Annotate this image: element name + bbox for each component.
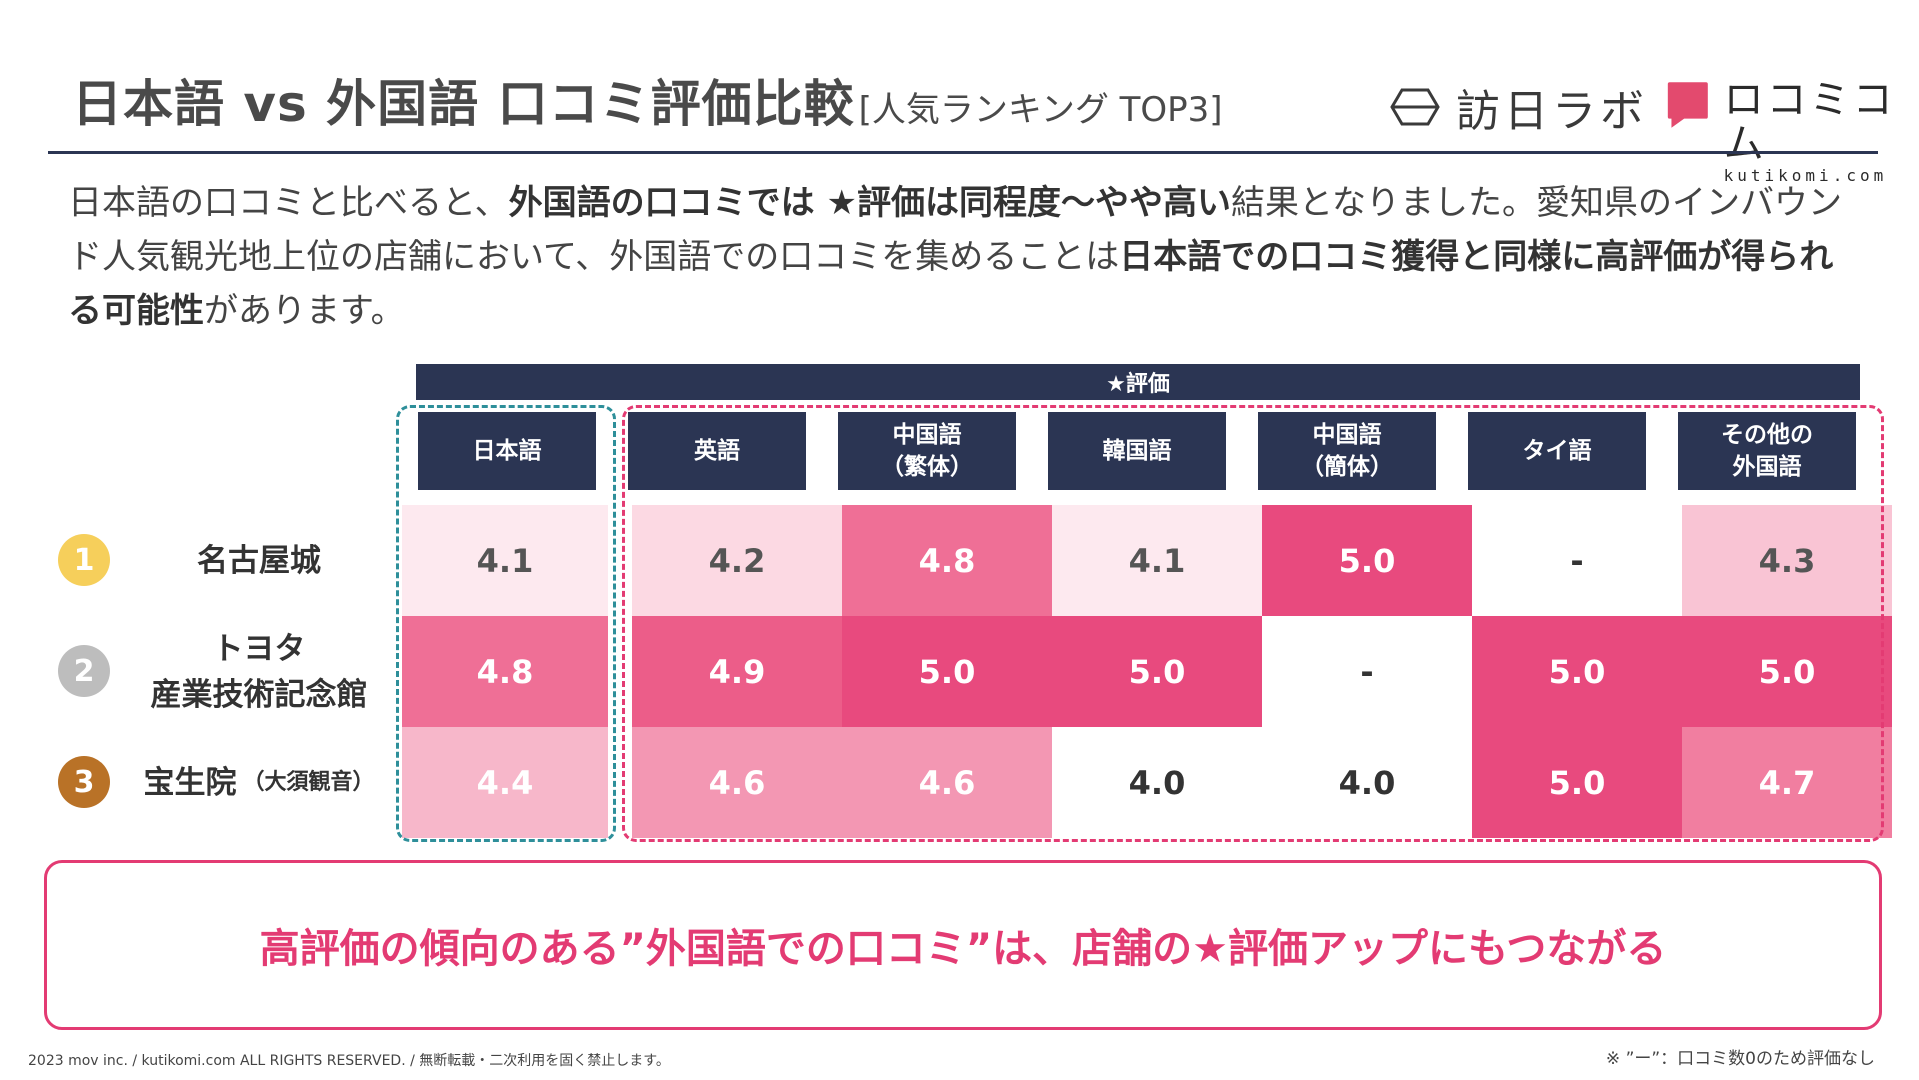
- japanese-column-highlight: [396, 405, 616, 842]
- rating-cell: 4.0: [1262, 727, 1472, 838]
- conclusion-callout: 高評価の傾向のある”外国語での口コミ”は、店舗の★評価アップにもつながる: [44, 860, 1882, 1030]
- page-title: 日本語 vs 外国語 口コミ評価比較 [人気ランキング TOP3]: [72, 64, 1223, 136]
- rating-cell: -: [1262, 616, 1472, 727]
- row-label-name: 名古屋城: [197, 542, 321, 579]
- rating-cell: 5.0: [1472, 616, 1682, 727]
- rating-cell: 4.8: [402, 616, 608, 727]
- intro-bold-2: 日本語での口コミ獲得と同様に高評価が得られる可能性: [68, 237, 1834, 331]
- page-subtitle: [人気ランキング TOP3]: [858, 90, 1223, 130]
- rank-badge: 1: [58, 534, 110, 586]
- column-header: その他の 外国語: [1678, 412, 1856, 490]
- rating-cell: 4.6: [632, 727, 842, 838]
- intro-text-2: 結果となりました。愛知県のインバウンド人気観光地上位の店舗において、外国語での口…: [68, 183, 1842, 277]
- rating-cell: 4.0: [1052, 727, 1262, 838]
- header-divider: [48, 151, 1878, 154]
- row-label: トヨタ 産業技術記念館: [128, 616, 390, 727]
- footnote: ※ ”ー”：口コミ数0のため評価なし: [1605, 1049, 1875, 1069]
- rating-cell: -: [1472, 505, 1682, 616]
- rating-cell: 4.6: [842, 727, 1052, 838]
- rating-band-header: ★評価: [416, 364, 1860, 400]
- rating-cell: 4.2: [632, 505, 842, 616]
- column-header: タイ語: [1468, 412, 1646, 490]
- rating-cell: 4.8: [842, 505, 1052, 616]
- rating-cell: 5.0: [1682, 616, 1892, 727]
- kutikomi-logo-url: kutikomi.com: [1723, 166, 1888, 185]
- rating-cell: 4.4: [402, 727, 608, 838]
- rating-cell: 5.0: [1052, 616, 1262, 727]
- row-label-note: （大須観音）: [242, 769, 375, 795]
- foreign-columns-highlight: [622, 405, 1884, 842]
- intro-paragraph: 日本語の口コミと比べると、外国語の口コミでは ★評価は同程度〜やや高い結果となり…: [68, 176, 1858, 338]
- row-label: 宝生院 （大須観音）: [128, 727, 390, 838]
- hexagon-logo-icon: [1390, 88, 1440, 126]
- rating-cell: 5.0: [842, 616, 1052, 727]
- column-header: 英語: [628, 412, 806, 490]
- rank-badge: 2: [58, 645, 110, 697]
- column-header: 中国語 （簡体）: [1258, 412, 1436, 490]
- rating-cell: 4.1: [1052, 505, 1262, 616]
- column-header: 日本語: [418, 412, 596, 490]
- kutikomi-logo-brand: ロコミコム: [1723, 77, 1896, 167]
- intro-text-1: 日本語の口コミと比べると、: [68, 183, 509, 223]
- row-label-name: 宝生院: [143, 764, 237, 801]
- rating-cell: 5.0: [1262, 505, 1472, 616]
- column-header: 中国語 （繁体）: [838, 412, 1016, 490]
- copyright-footer: 2023 mov inc. / kutikomi.com ALL RIGHTS …: [28, 1053, 670, 1069]
- rating-cell: 4.7: [1682, 727, 1892, 838]
- row-label-name: トヨタ 産業技術記念館: [150, 630, 368, 713]
- kutikomi-logo: ロコミコム kutikomi.com: [1666, 78, 1919, 185]
- houjin-lab-logo-text: 訪日ラボ: [1456, 86, 1648, 137]
- rating-cell: 4.3: [1682, 505, 1892, 616]
- rating-cell: 4.1: [402, 505, 608, 616]
- intro-bold-1: 外国語の口コミでは ★評価は同程度〜やや高い: [508, 183, 1231, 223]
- rating-cell: 5.0: [1472, 727, 1682, 838]
- rank-badge: 3: [58, 756, 110, 808]
- speech-bubble-logo-icon: [1667, 82, 1708, 128]
- row-label: 名古屋城: [128, 505, 390, 616]
- column-header: 韓国語: [1048, 412, 1226, 490]
- rating-cell: 4.9: [632, 616, 842, 727]
- intro-text-3: があります。: [204, 291, 405, 331]
- houjin-lab-logo: 訪日ラボ: [1390, 82, 1648, 137]
- page-title-main: 日本語 vs 外国語 口コミ評価比較: [72, 75, 855, 133]
